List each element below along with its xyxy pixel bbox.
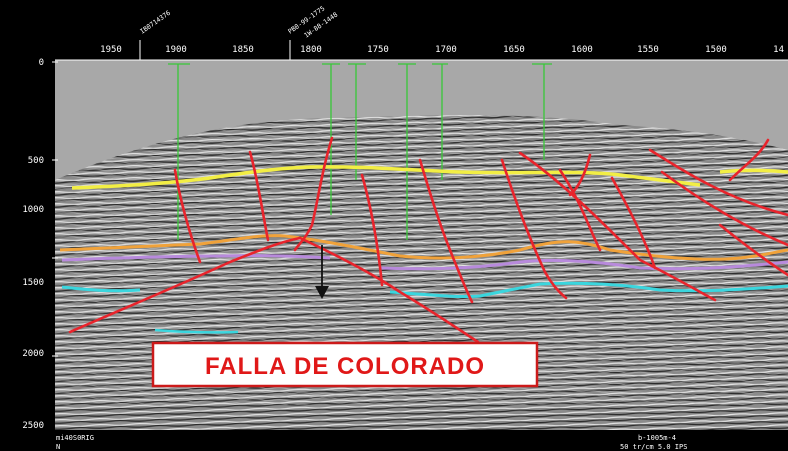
horizon-yellow <box>71 165 788 190</box>
footer-right-line1: b-1005m-4 <box>638 434 676 442</box>
y-tick-label: 2500 <box>22 421 44 431</box>
x-tick-label: 1900 <box>165 45 187 55</box>
title-box <box>151 341 539 388</box>
footer-bar <box>0 430 788 451</box>
x-tick-label: 1950 <box>100 45 122 55</box>
y-tick-label: 500 <box>28 156 44 166</box>
footer-right-line2: 50 tr/cm 5.0 IPS <box>620 443 687 451</box>
y-tick-label: 2000 <box>22 349 44 359</box>
x-tick-label: 1650 <box>503 45 525 55</box>
well-traces <box>168 63 552 240</box>
y-tick-label: 1500 <box>22 278 44 288</box>
footer-left-line1: mi40S0RIG <box>56 434 94 442</box>
horizon-cyan <box>61 281 788 299</box>
y-axis-labels: 0 500 1000 1500 2000 2500 <box>22 58 44 431</box>
horizon-violet <box>61 254 788 271</box>
y-tick-label: 1000 <box>22 205 44 215</box>
horizon-orange <box>59 234 788 261</box>
x-tick-label: 1700 <box>435 45 457 55</box>
x-tick-label: 14 <box>773 45 784 55</box>
x-tick-label: 1550 <box>637 45 659 55</box>
figure-title: FALLA DE COLORADO <box>205 353 485 380</box>
x-tick-label: 1500 <box>705 45 727 55</box>
well-markers <box>139 40 291 60</box>
x-tick-label: 1600 <box>571 45 593 55</box>
down-arrow-icon <box>315 245 329 299</box>
faults <box>68 136 788 344</box>
y-axis <box>52 61 58 357</box>
x-tick-label: 1800 <box>300 45 322 55</box>
x-tick-label: 1750 <box>367 45 389 55</box>
x-axis-labels: 1950 1900 1850 1800 1750 1700 1650 1600 … <box>100 45 784 55</box>
horizon-cyan-deep <box>154 328 239 334</box>
y-tick-label: 0 <box>39 58 44 68</box>
footer-left-line2: N <box>56 443 60 451</box>
x-tick-label: 1850 <box>232 45 254 55</box>
